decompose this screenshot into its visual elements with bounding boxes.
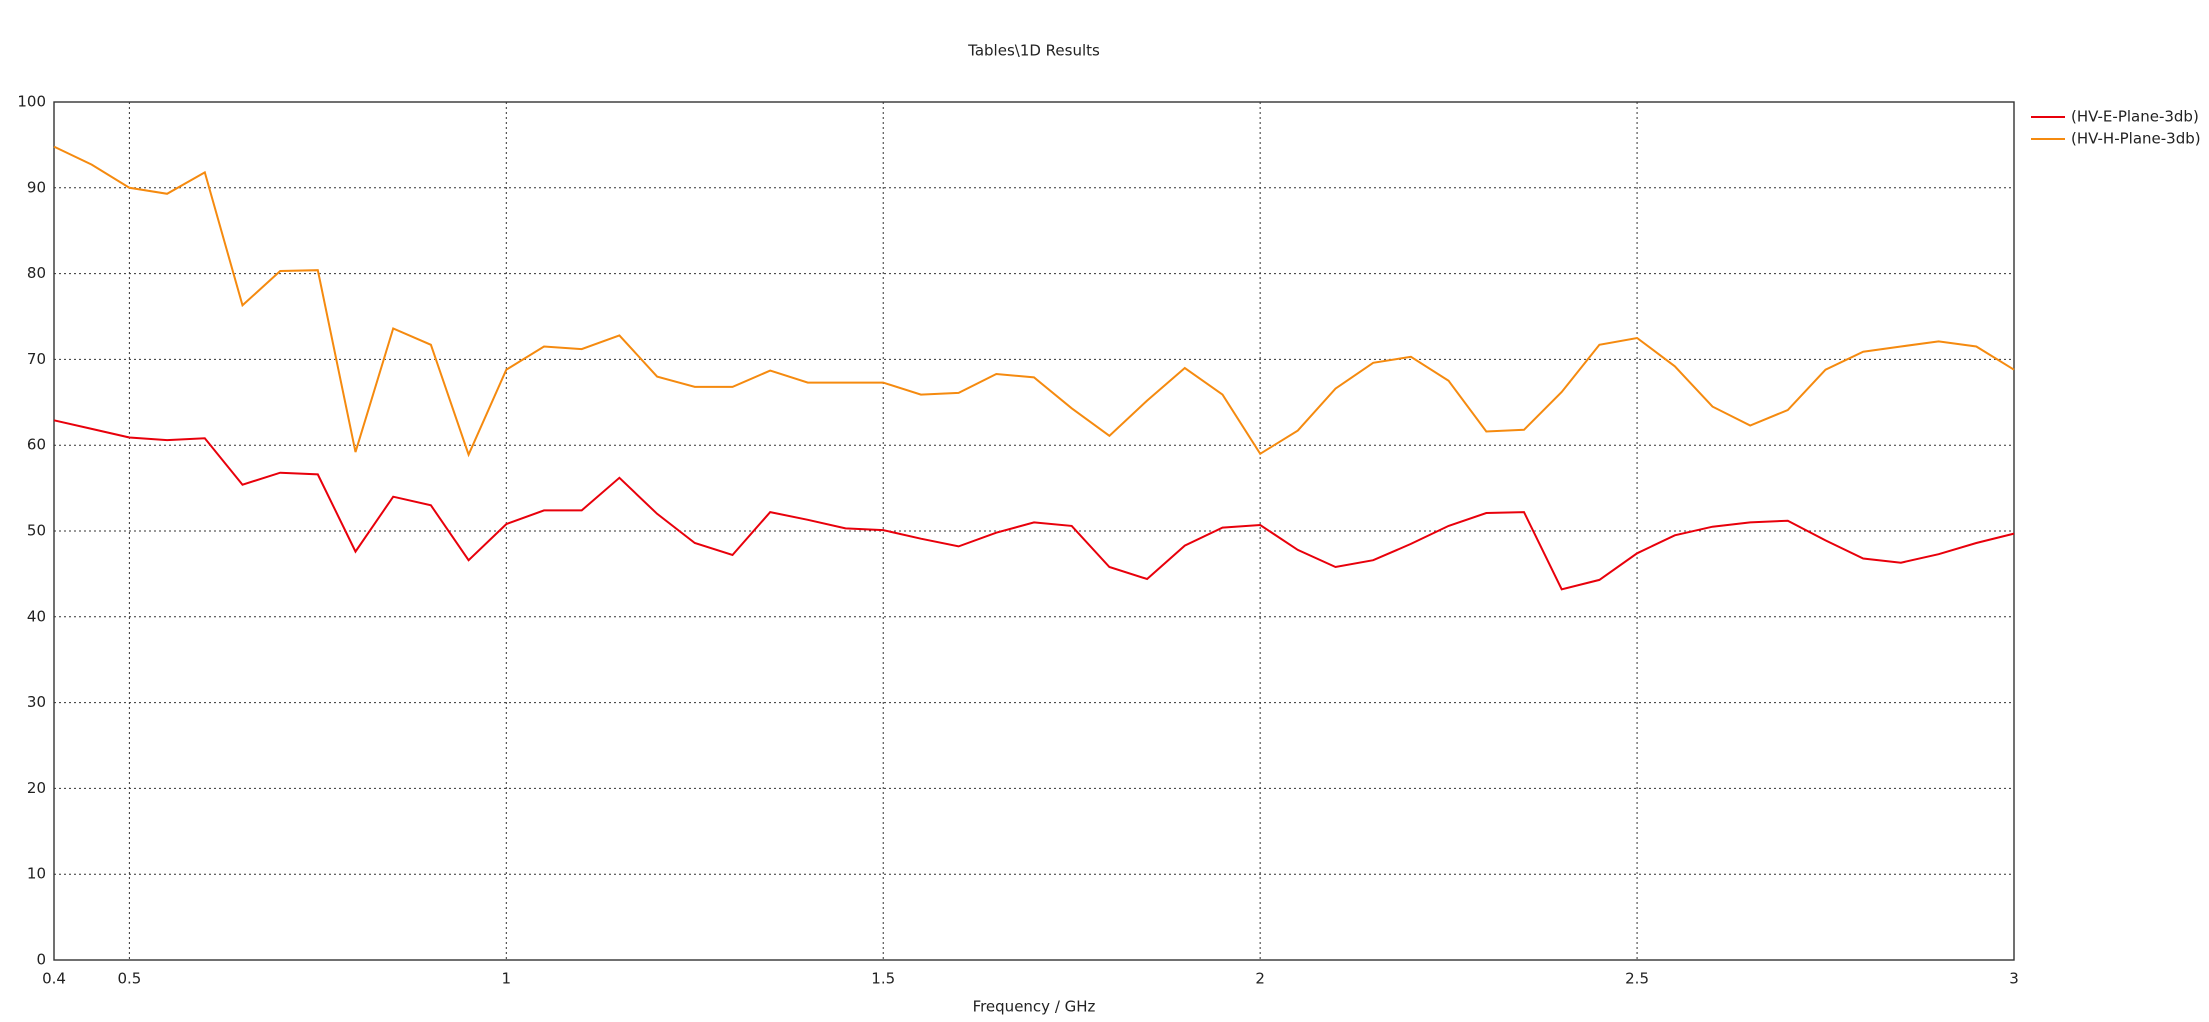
- series-line: [53, 145, 2015, 458]
- x-tick-label: 1: [502, 970, 512, 988]
- y-tick-label: 70: [27, 350, 46, 368]
- y-tick-label: 60: [27, 436, 46, 454]
- y-tick-label: 20: [27, 779, 46, 797]
- legend-label: (HV-E-Plane-3db): [2071, 108, 2199, 126]
- chart-title: Tables\1D Results: [967, 42, 1100, 60]
- x-axis-label: Frequency / GHz: [973, 998, 1096, 1016]
- x-tick-label: 1.5: [871, 970, 895, 988]
- legend-label: (HV-H-Plane-3db): [2071, 130, 2201, 148]
- y-tick-label: 50: [27, 522, 46, 540]
- y-tick-label: 80: [27, 264, 46, 282]
- y-tick-label: 90: [27, 178, 46, 196]
- y-tick-label: 100: [17, 93, 46, 111]
- series-line: [53, 419, 2015, 591]
- x-tick-label: 0.4: [42, 970, 66, 988]
- x-tick-label: 0.5: [117, 970, 141, 988]
- x-tick-label: 2.5: [1625, 970, 1649, 988]
- y-tick-label: 0: [36, 951, 46, 969]
- y-tick-label: 40: [27, 607, 46, 625]
- y-tick-label: 30: [27, 693, 46, 711]
- x-tick-label: 2: [1255, 970, 1265, 988]
- y-tick-label: 10: [27, 865, 46, 883]
- x-tick-label: 3: [2009, 970, 2019, 988]
